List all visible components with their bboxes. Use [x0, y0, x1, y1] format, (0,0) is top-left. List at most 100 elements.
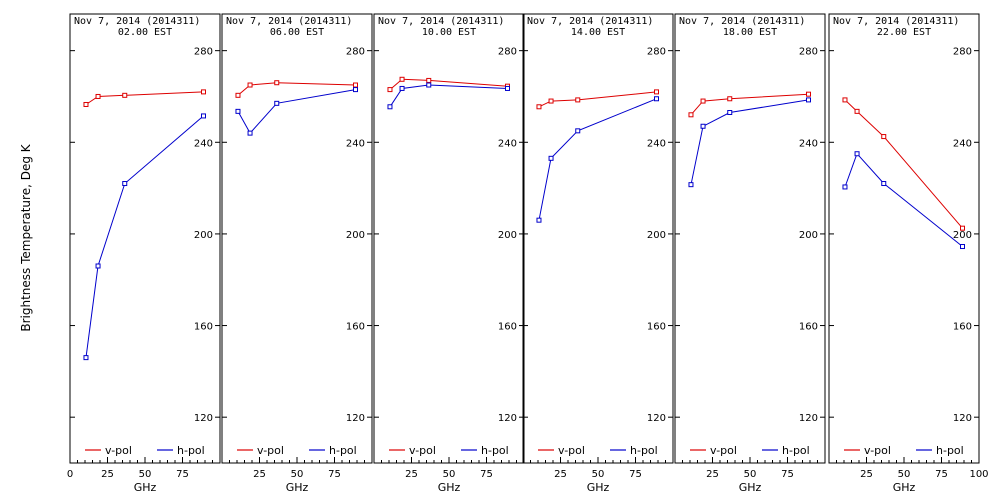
x-tick-label: 75: [935, 469, 948, 480]
y-tick-label: 160: [647, 322, 666, 333]
y-tick-label: 120: [498, 413, 517, 424]
legend-label-h-pol: h-pol: [481, 444, 509, 457]
y-tick-label: 120: [953, 413, 972, 424]
y-tick-label: 160: [953, 322, 972, 333]
x-tick-label: 50: [744, 469, 757, 480]
panel-1: Nov 7, 2014 (2014311)02.00 EST 120 160 200 2…: [67, 13, 221, 494]
data-point-v-pol: [727, 96, 733, 102]
data-point-h-pol: [122, 181, 128, 187]
x-tick-label: 100: [969, 469, 988, 480]
legend-label-v-pol: v-pol: [105, 444, 132, 457]
y-tick-label: 200: [799, 230, 818, 241]
x-tick-label: 25: [860, 469, 873, 480]
panel-title: Nov 7, 2014 (2014311): [378, 16, 504, 27]
data-point-h-pol: [235, 108, 241, 114]
y-tick-label: 280: [346, 47, 365, 58]
panel-6: Nov 7, 2014 (2014311)22.00 EST 120 160 200 2…: [828, 13, 989, 494]
data-point-h-pol: [247, 130, 253, 136]
y-tick-label: 160: [799, 322, 818, 333]
y-tick-label: 120: [194, 413, 213, 424]
y-tick-label: 160: [498, 322, 517, 333]
y-tick-label: 280: [799, 47, 818, 58]
series-line-h-pol: [389, 84, 508, 108]
x-tick-label: 75: [328, 469, 341, 480]
panel-5: Nov 7, 2014 (2014311)18.00 EST 120 160 200 2…: [674, 13, 826, 494]
y-tick-label: 120: [647, 413, 666, 424]
x-tick-label: 25: [405, 469, 418, 480]
data-point-h-pol: [881, 181, 887, 187]
data-point-h-pol: [854, 151, 860, 157]
x-tick-label: 25: [253, 469, 266, 480]
legend-label-v-pol: v-pol: [558, 444, 585, 457]
legend-label-h-pol: h-pol: [329, 444, 357, 457]
x-axis-label: GHz: [587, 481, 610, 494]
data-point-v-pol: [654, 89, 659, 95]
data-point-v-pol: [399, 76, 405, 82]
x-axis-label: GHz: [438, 481, 461, 494]
data-point-v-pol: [700, 98, 706, 104]
panel-4: Nov 7, 2014 (2014311)14.00 EST 120 160 200 2…: [522, 13, 674, 494]
panel-time: 02.00 EST: [118, 27, 172, 38]
y-tick-label: 240: [194, 138, 213, 149]
series-line-h-pol: [538, 98, 657, 221]
panel-2: Nov 7, 2014 (2014311)06.00 EST 120 160 200 2…: [221, 13, 373, 494]
x-tick-label: 75: [781, 469, 794, 480]
panel-time: 14.00 EST: [571, 27, 625, 38]
panel-title: Nov 7, 2014 (2014311): [74, 16, 200, 27]
x-tick-label: 25: [101, 469, 114, 480]
data-point-v-pol: [95, 93, 101, 99]
data-point-v-pol: [960, 225, 965, 231]
panel-time: 18.00 EST: [723, 27, 777, 38]
x-tick-label: 50: [898, 469, 911, 480]
series-line-h-pol: [237, 89, 356, 134]
legend-label-v-pol: v-pol: [257, 444, 284, 457]
x-tick-label: 50: [139, 469, 152, 480]
data-point-h-pol: [842, 184, 848, 190]
x-tick-label: 50: [443, 469, 456, 480]
data-point-h-pol: [274, 100, 280, 106]
data-point-h-pol: [201, 113, 206, 119]
series-line-h-pol: [690, 99, 809, 185]
data-point-v-pol: [548, 98, 554, 104]
data-point-h-pol: [536, 217, 542, 223]
y-axis-label: Brightness Temperature, Deg K: [19, 143, 33, 331]
y-tick-label: 280: [647, 47, 666, 58]
data-point-v-pol: [881, 134, 887, 140]
x-tick-label: 75: [480, 469, 493, 480]
data-point-v-pol: [353, 82, 358, 88]
y-tick-label: 200: [498, 230, 517, 241]
data-point-v-pol: [575, 97, 581, 103]
data-point-v-pol: [247, 82, 253, 88]
data-point-h-pol: [700, 123, 706, 129]
y-tick-label: 120: [799, 413, 818, 424]
data-point-v-pol: [201, 89, 206, 95]
y-tick-label: 280: [953, 47, 972, 58]
data-point-h-pol: [387, 104, 393, 110]
data-point-v-pol: [536, 104, 542, 110]
data-point-h-pol: [426, 82, 432, 88]
y-tick-label: 200: [346, 230, 365, 241]
legend-label-h-pol: h-pol: [782, 444, 810, 457]
data-point-v-pol: [854, 108, 860, 114]
series-line-v-pol: [538, 91, 657, 108]
panel-time: 10.00 EST: [422, 27, 476, 38]
data-point-v-pol: [274, 80, 280, 86]
series-line-v-pol: [389, 78, 508, 90]
data-point-h-pol: [399, 85, 405, 91]
x-tick-label: 50: [291, 469, 304, 480]
x-tick-label: 25: [706, 469, 719, 480]
x-axis-label: GHz: [893, 481, 916, 494]
data-point-v-pol: [387, 87, 393, 93]
y-tick-label: 240: [498, 138, 517, 149]
data-point-v-pol: [806, 91, 811, 97]
legend-label-h-pol: h-pol: [177, 444, 205, 457]
panel-title: Nov 7, 2014 (2014311): [527, 16, 653, 27]
legend-label-v-pol: v-pol: [710, 444, 737, 457]
panel-title: Nov 7, 2014 (2014311): [226, 16, 352, 27]
y-tick-label: 280: [498, 47, 517, 58]
x-tick-label: 25: [554, 469, 567, 480]
x-axis-label: GHz: [739, 481, 762, 494]
series-line-v-pol: [690, 93, 809, 116]
data-point-h-pol: [505, 85, 510, 91]
